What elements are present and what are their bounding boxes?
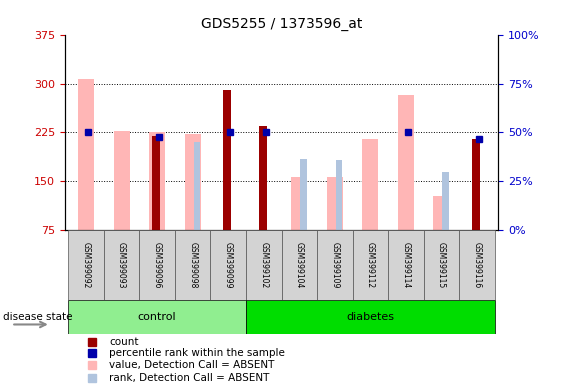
Text: diabetes: diabetes [346, 312, 394, 322]
Bar [246, 230, 282, 300]
Bar [443, 172, 449, 230]
Text: GSM399099: GSM399099 [224, 242, 233, 288]
Text: GSM399092: GSM399092 [82, 242, 91, 288]
Bar [223, 90, 231, 230]
Bar [459, 230, 495, 300]
Bar [114, 131, 129, 230]
Text: GSM399115: GSM399115 [437, 242, 446, 288]
Bar [152, 136, 160, 230]
Text: GSM399102: GSM399102 [259, 242, 268, 288]
Text: disease state: disease state [3, 312, 72, 322]
Bar [363, 139, 378, 230]
Text: GSM399096: GSM399096 [153, 242, 162, 288]
Bar [78, 79, 94, 230]
Bar [423, 230, 459, 300]
Text: value, Detection Call = ABSENT: value, Detection Call = ABSENT [109, 360, 274, 370]
Bar [472, 139, 480, 230]
Bar [140, 230, 175, 300]
Bar [317, 230, 352, 300]
Bar [327, 177, 343, 230]
Text: GSM399112: GSM399112 [366, 242, 375, 288]
Bar [291, 177, 307, 230]
Bar [282, 230, 317, 300]
Text: GSM399098: GSM399098 [188, 242, 197, 288]
Bar [175, 230, 211, 300]
Bar [211, 230, 246, 300]
Bar [398, 95, 414, 230]
Bar [352, 230, 388, 300]
Bar [434, 196, 449, 230]
Bar [336, 160, 342, 230]
Text: GDS5255 / 1373596_at: GDS5255 / 1373596_at [201, 17, 362, 31]
Text: GSM399104: GSM399104 [295, 242, 304, 288]
Text: GSM399114: GSM399114 [401, 242, 410, 288]
Bar [68, 230, 104, 300]
Text: control: control [138, 312, 176, 322]
Bar [388, 230, 423, 300]
Bar [300, 159, 307, 230]
Text: count: count [109, 336, 138, 347]
Text: GSM399109: GSM399109 [330, 242, 339, 288]
Text: GSM399116: GSM399116 [472, 242, 481, 288]
Bar [185, 134, 200, 230]
Text: GSM399093: GSM399093 [117, 242, 126, 288]
Bar [246, 300, 495, 334]
Bar [259, 126, 266, 230]
Bar [68, 300, 246, 334]
Bar [194, 142, 200, 230]
Bar [149, 132, 165, 230]
Bar [104, 230, 140, 300]
Text: rank, Detection Call = ABSENT: rank, Detection Call = ABSENT [109, 373, 270, 383]
Text: percentile rank within the sample: percentile rank within the sample [109, 348, 285, 358]
